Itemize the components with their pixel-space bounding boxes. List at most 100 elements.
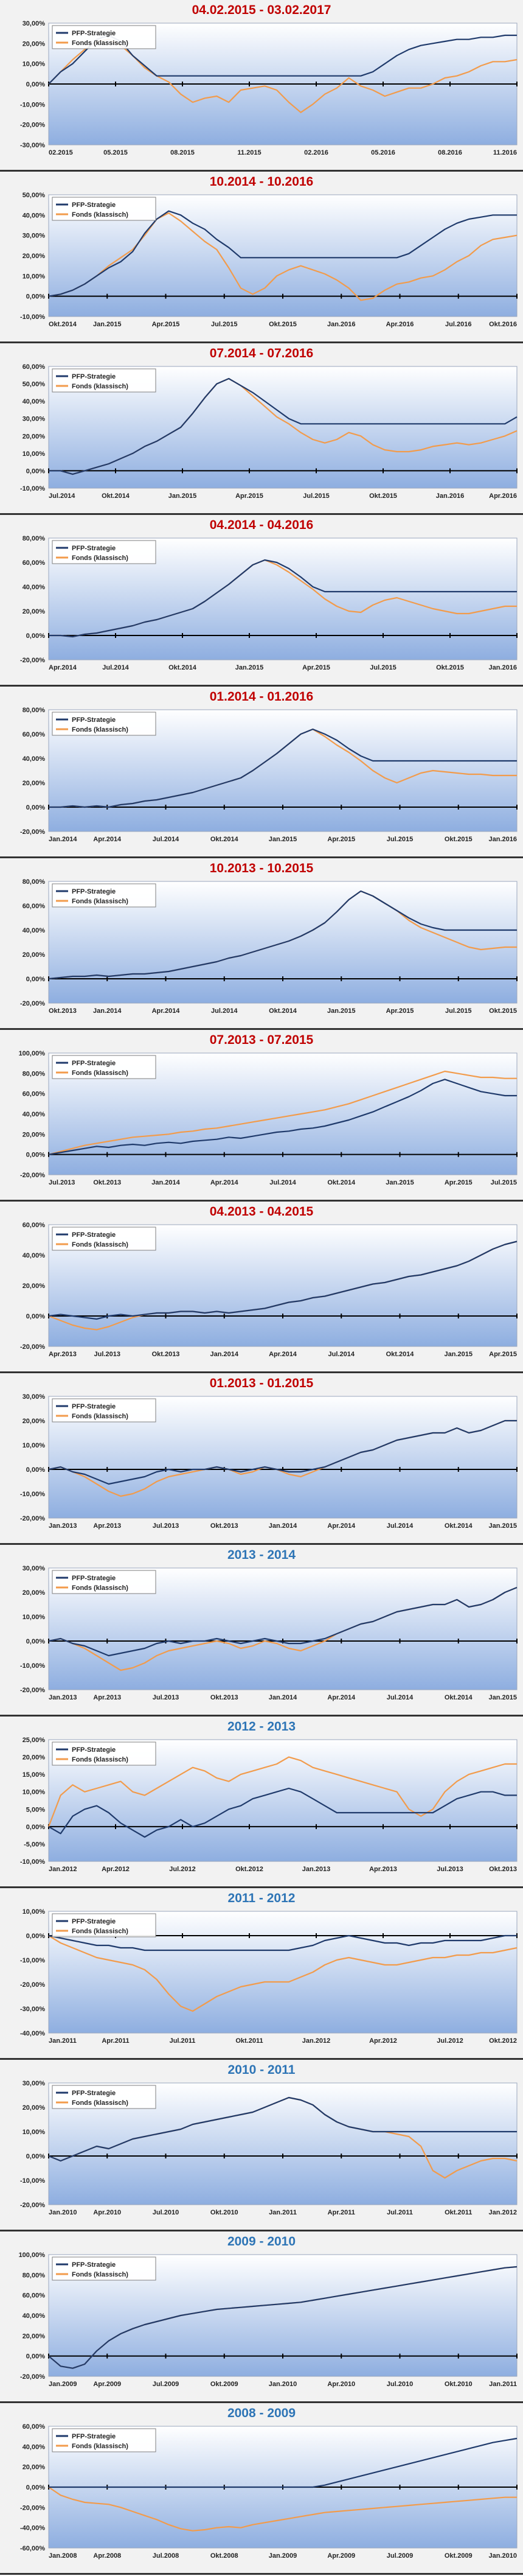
line-chart: 80,00% 60,00% 40,00% 20,00% 0,00% -20,00% Okt.… — [20, 878, 518, 1015]
x-tick-label: Apr.2010 — [93, 2209, 121, 2216]
x-tick-label: Jan.2015 — [269, 836, 297, 843]
x-tick-label: Jan.2009 — [269, 2552, 297, 2560]
legend-box — [52, 1398, 156, 1423]
x-tick-label: Okt.2014 — [49, 321, 77, 328]
x-tick-label: Jul.2013 — [153, 1522, 179, 1530]
y-tick-label: 100,00% — [19, 1050, 46, 1057]
y-tick-label: 40,00% — [23, 2312, 46, 2320]
x-tick-label: Jul.2012 — [169, 1866, 195, 1873]
y-tick-label: 5,00% — [26, 1806, 45, 1813]
y-tick-label: -20,00% — [20, 1000, 45, 1007]
x-tick-label: Apr.2011 — [102, 2037, 129, 2045]
y-tick-label: 0,00% — [26, 293, 45, 301]
series-line-pfp-strategie — [48, 2096, 517, 2162]
x-tick-label: Jul.2014 — [328, 1351, 355, 1358]
chart-title: 2008 - 2009 — [227, 2406, 296, 2420]
y-tick-label: 10,00% — [23, 450, 46, 458]
y-tick-label: 10,00% — [23, 1908, 46, 1916]
x-tick-label: Apr.2016 — [489, 492, 517, 500]
y-tick-label: 30,00% — [23, 20, 46, 27]
x-tick-label: Jul.2014 — [102, 664, 129, 671]
y-tick-label: 0,00% — [26, 632, 45, 640]
x-tick-label: Jan.2013 — [302, 1866, 330, 1873]
x-tick-label: Jan.2015 — [168, 492, 196, 500]
series-line-pfp-strategie — [48, 1079, 517, 1155]
x-tick-label: Okt.2010 — [445, 2381, 473, 2388]
y-tick-label: -20,00% — [20, 122, 45, 129]
legend-label: PFP-Strategie — [72, 1575, 116, 1582]
legend-label: PFP-Strategie — [72, 2433, 116, 2440]
y-tick-label: -20,00% — [20, 2504, 45, 2511]
chart-panel: 10.2014 - 10.2016 50,00% 40,00% 30,00% 20,00… — [0, 172, 523, 343]
y-tick-label: 0,00% — [26, 1152, 45, 1159]
y-tick-label: 20,00% — [23, 2464, 46, 2471]
x-tick-label: Okt.2012 — [489, 2037, 517, 2045]
series-line-fonds-klassisch — [48, 212, 518, 301]
y-tick-label: 20,00% — [23, 1418, 46, 1425]
x-tick-label: Jul.2014 — [269, 1179, 296, 1186]
x-tick-label: Apr.2013 — [93, 1694, 121, 1701]
line-chart: 30,00% 20,00% 10,00% 0,00% -10,00% -20,00% Jan… — [20, 1393, 518, 1530]
y-tick-label: 20,00% — [23, 2333, 46, 2340]
y-tick-label: 10,00% — [23, 61, 46, 68]
y-tick-label: 30,00% — [23, 233, 46, 240]
x-tick-label: Okt.2011 — [235, 2037, 263, 2045]
x-tick-label: Okt.2016 — [489, 321, 517, 328]
x-tick-label: Apr.2013 — [93, 1522, 121, 1530]
y-tick-label: 40,00% — [23, 584, 46, 591]
legend-label: PFP-Strategie — [72, 716, 116, 724]
legend-label: Fonds (klassisch) — [72, 1241, 128, 1248]
x-tick-label: Jul.2014 — [211, 1007, 238, 1015]
legend-label: Fonds (klassisch) — [72, 2099, 128, 2107]
legend-box — [52, 25, 156, 49]
x-tick-label: 02.2015 — [49, 149, 73, 156]
legend: PFP-Strategie Fonds (klassisch) — [52, 1913, 156, 1937]
x-tick-label: 08.2015 — [170, 149, 195, 156]
x-tick-label: Jan.2014 — [49, 836, 77, 843]
line-chart: 30,00% 20,00% 10,00% 0,00% -10,00% -20,00% Jan… — [20, 1565, 518, 1701]
y-tick-label: 20,00% — [23, 951, 46, 959]
chart-panel: 01.2014 - 01.2016 80,00% 60,00% 40,00% 20,00… — [0, 687, 523, 858]
x-tick-label: Apr.2015 — [445, 1179, 473, 1186]
chart-title: 2009 - 2010 — [227, 2235, 296, 2249]
legend: PFP-Strategie Fonds (klassisch) — [52, 883, 156, 908]
x-tick-label: Apr.2014 — [269, 1351, 297, 1358]
line-chart: 60,00% 40,00% 20,00% 0,00% -20,00% Apr.2013 Ju… — [20, 1222, 518, 1358]
y-tick-label: 40,00% — [23, 927, 46, 934]
x-tick-label: Jul.2015 — [303, 492, 329, 500]
y-tick-label: 60,00% — [23, 903, 46, 910]
legend-box — [52, 2256, 156, 2281]
x-tick-label: Apr.2012 — [369, 2037, 397, 2045]
chart-panel: 2010 - 2011 30,00% 20,00% 10,00% 0,00% -10,00… — [0, 2060, 523, 2231]
x-tick-label: Okt.2013 — [489, 1866, 517, 1873]
x-tick-label: Okt.2013 — [49, 1007, 77, 1015]
x-tick-label: Apr.2014 — [210, 1179, 239, 1186]
series-line-pfp-strategie — [49, 2437, 518, 2488]
series-line-pfp-strategie — [49, 377, 518, 475]
y-tick-label: 60,00% — [23, 731, 46, 738]
y-tick-label: 80,00% — [23, 878, 46, 886]
series-line-pfp-strategie — [48, 1241, 518, 1320]
x-tick-label: Okt.2014 — [445, 1694, 473, 1701]
x-tick-label: Jan.2014 — [269, 1694, 297, 1701]
chart-title: 04.02.2015 - 03.02.2017 — [192, 3, 331, 17]
x-tick-label: Jan.2016 — [327, 321, 355, 328]
y-tick-label: 20,00% — [23, 1131, 46, 1138]
chart-panel: 07.2014 - 07.2016 60,00% 50,00% 40,00% 30,00… — [0, 343, 523, 515]
line-chart: 60,00% 40,00% 20,00% 0,00% -20,00% -40,00% -60… — [20, 2423, 518, 2560]
chart-panel: 2013 - 2014 30,00% 20,00% 10,00% 0,00% -10,00… — [0, 1545, 523, 1717]
x-tick-label: Jan.2015 — [489, 1522, 517, 1530]
y-tick-label: 60,00% — [23, 363, 46, 371]
legend-box — [52, 712, 156, 736]
legend-label: Fonds (klassisch) — [72, 1756, 128, 1763]
x-tick-label: Apr.2014 — [327, 1694, 356, 1701]
legend: PFP-Strategie Fonds (klassisch) — [52, 2256, 156, 2281]
x-tick-label: Okt.2008 — [210, 2552, 238, 2560]
legend-box — [52, 540, 156, 564]
x-tick-label: Apr.2012 — [102, 1866, 130, 1873]
y-tick-label: 80,00% — [23, 2272, 46, 2279]
x-tick-label: 05.2015 — [103, 149, 128, 156]
x-tick-label: Apr.2010 — [327, 2381, 355, 2388]
x-tick-label: Jan.2011 — [489, 2381, 517, 2388]
x-tick-label: Jan.2016 — [489, 664, 517, 671]
